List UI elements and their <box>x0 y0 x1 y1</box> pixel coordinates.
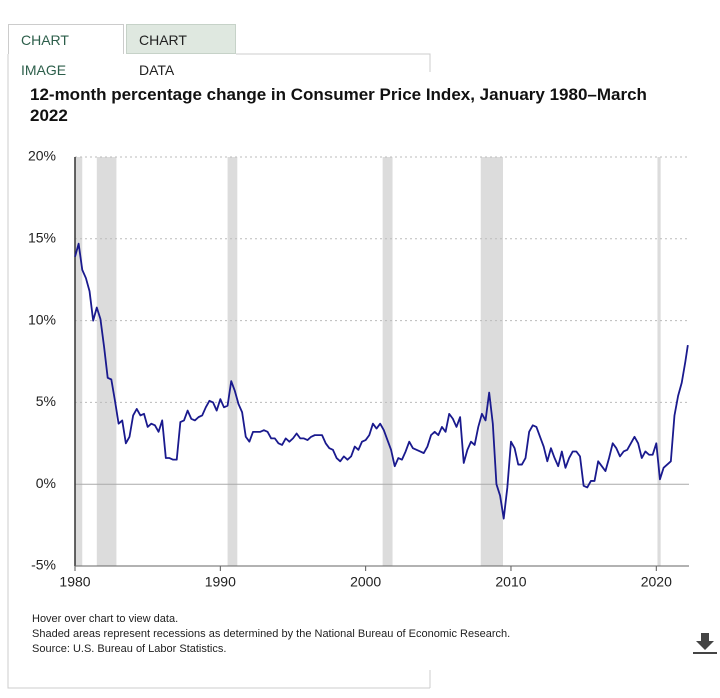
tab-chart-data[interactable]: CHART DATA <box>126 24 236 78</box>
panel-border <box>7 53 431 689</box>
x-tick-label: 2020 <box>641 574 672 590</box>
chart-title: 12-month percentage change in Consumer P… <box>30 85 647 125</box>
y-tick-label: 0% <box>36 475 56 491</box>
recession-band <box>75 157 83 566</box>
y-tick-label: 5% <box>36 393 56 409</box>
y-tick-label: -5% <box>31 557 56 573</box>
x-tick-label: 2000 <box>350 574 381 590</box>
recession-band <box>657 157 661 566</box>
x-tick-label: 2010 <box>495 574 526 590</box>
y-tick-label: 15% <box>28 230 56 246</box>
x-tick-label: 1980 <box>59 574 90 590</box>
recession-band <box>227 157 238 566</box>
note: Source: U.S. Bureau of Labor Statistics. <box>32 643 226 655</box>
recession-band <box>382 157 393 566</box>
tab-chart-image[interactable]: CHART IMAGE <box>8 24 124 78</box>
note: Hover over chart to view data. <box>32 613 178 625</box>
y-tick-label: 20% <box>28 148 56 164</box>
y-tick-label: 10% <box>28 311 56 327</box>
cpi-line <box>74 242 689 520</box>
x-tick-label: 1990 <box>205 574 236 590</box>
note: Shaded areas represent recessions as det… <box>32 628 510 640</box>
recession-band <box>480 157 503 566</box>
download-icon[interactable] <box>693 633 717 654</box>
